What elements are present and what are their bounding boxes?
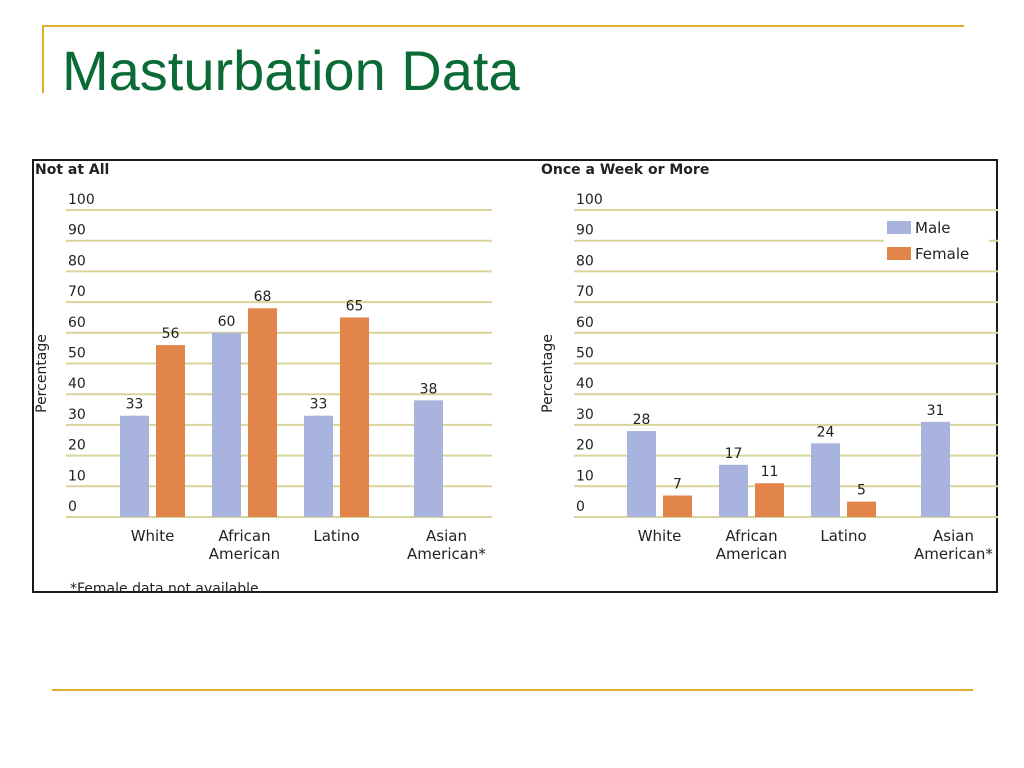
top-accent-rule xyxy=(42,25,964,27)
data-label-0-1-1: 68 xyxy=(254,289,272,305)
bar-1-0-1 xyxy=(663,495,692,517)
y-tick-label-1-70: 70 xyxy=(576,284,594,300)
left-accent-rule xyxy=(42,25,44,93)
legend-label-male: Male xyxy=(915,219,951,237)
data-label-0-3-0: 38 xyxy=(420,381,438,397)
x-tick-label-1-1-1: American xyxy=(716,545,787,563)
bar-0-0-1 xyxy=(156,345,185,517)
x-tick-label-0-3-0: Asian xyxy=(426,527,467,545)
y-tick-label-0-70: 70 xyxy=(68,284,86,300)
panel-title-0: Not at All xyxy=(35,162,109,178)
bar-0-1-0 xyxy=(212,332,241,517)
bar-1-2-1 xyxy=(847,501,876,517)
y-tick-label-0-20: 20 xyxy=(68,438,86,454)
legend-swatch-male xyxy=(887,221,911,234)
y-tick-label-0-60: 60 xyxy=(68,315,86,331)
y-tick-label-1-50: 50 xyxy=(576,346,594,362)
y-tick-label-1-90: 90 xyxy=(576,223,594,239)
y-tick-label-0-50: 50 xyxy=(68,346,86,362)
y-tick-label-1-0: 0 xyxy=(576,499,585,515)
y-tick-label-1-100: 100 xyxy=(576,192,603,208)
x-tick-label-0-0-0: White xyxy=(131,527,175,545)
y-tick-label-1-10: 10 xyxy=(576,468,594,484)
y-axis-label-0: Percentage xyxy=(34,334,50,413)
x-tick-label-1-3-0: Asian xyxy=(933,527,974,545)
bar-0-3-0 xyxy=(414,400,443,517)
footnote: *Female data not available. xyxy=(70,581,263,597)
data-label-1-0-1: 7 xyxy=(673,477,682,493)
data-label-0-1-0: 60 xyxy=(218,314,236,330)
x-tick-label-1-3-1: American* xyxy=(914,545,993,563)
y-tick-label-0-90: 90 xyxy=(68,223,86,239)
panel-title-1: Once a Week or More xyxy=(541,162,709,178)
x-tick-label-0-1-1: American xyxy=(209,545,280,563)
data-label-1-1-0: 17 xyxy=(725,446,743,462)
bar-1-1-1 xyxy=(755,483,784,517)
bar-0-1-1 xyxy=(248,308,277,517)
legend-label-female: Female xyxy=(915,245,969,263)
data-label-0-0-1: 56 xyxy=(162,326,180,342)
bar-1-1-0 xyxy=(719,464,748,517)
y-tick-label-1-30: 30 xyxy=(576,407,594,423)
bar-0-2-1 xyxy=(340,317,369,517)
bar-1-2-0 xyxy=(811,443,840,517)
bar-1-3-0 xyxy=(921,421,950,517)
data-label-1-2-0: 24 xyxy=(817,424,835,440)
data-label-0-2-1: 65 xyxy=(346,298,364,314)
y-tick-label-1-20: 20 xyxy=(576,438,594,454)
x-tick-label-0-1-0: African xyxy=(218,527,270,545)
y-tick-label-0-0: 0 xyxy=(68,499,77,515)
x-tick-label-1-0-0: White xyxy=(638,527,682,545)
y-tick-label-0-80: 80 xyxy=(68,253,86,269)
y-tick-label-0-100: 100 xyxy=(68,192,95,208)
bottom-accent-rule xyxy=(52,689,973,691)
x-tick-label-0-2-0: Latino xyxy=(313,527,359,545)
y-axis-label-1: Percentage xyxy=(540,334,556,413)
x-tick-label-1-1-0: African xyxy=(725,527,777,545)
figure-frame xyxy=(32,159,998,593)
bar-0-0-0 xyxy=(120,415,149,517)
x-tick-label-1-2-0: Latino xyxy=(820,527,866,545)
y-tick-label-0-30: 30 xyxy=(68,407,86,423)
x-tick-label-0-3-1: American* xyxy=(407,545,486,563)
data-label-1-3-0: 31 xyxy=(927,403,945,419)
legend-swatch-female xyxy=(887,247,911,260)
y-tick-label-1-60: 60 xyxy=(576,315,594,331)
y-tick-label-1-80: 80 xyxy=(576,253,594,269)
slide-title: Masturbation Data xyxy=(62,39,520,102)
data-label-1-1-1: 11 xyxy=(761,464,779,480)
bar-1-0-0 xyxy=(627,431,656,517)
data-label-1-2-1: 5 xyxy=(857,483,866,499)
bar-0-2-0 xyxy=(304,415,333,517)
data-label-0-2-0: 33 xyxy=(310,397,328,413)
y-tick-label-0-10: 10 xyxy=(68,468,86,484)
y-tick-label-0-40: 40 xyxy=(68,376,86,392)
data-label-0-0-0: 33 xyxy=(126,397,144,413)
y-tick-label-1-40: 40 xyxy=(576,376,594,392)
data-label-1-0-0: 28 xyxy=(633,412,651,428)
